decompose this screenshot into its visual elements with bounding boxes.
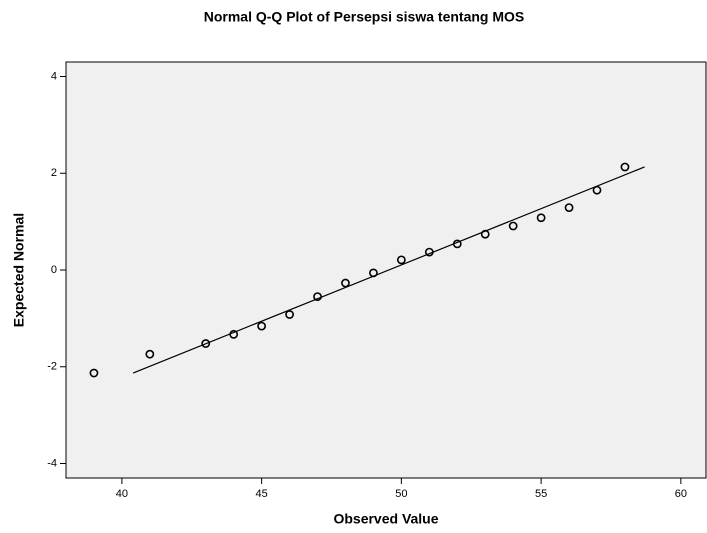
x-tick-label: 55 [535,488,547,500]
point [452,239,462,249]
point [201,339,211,348]
y-tick-label: -2 [47,361,57,373]
point [145,349,155,359]
point [592,185,602,195]
y-axis-label: Expected Normal [11,213,27,327]
point [89,368,99,378]
point [257,321,267,331]
point [424,247,434,257]
point [564,203,574,212]
point [285,310,294,319]
point [536,213,546,223]
point [508,221,518,231]
x-axis-label: Observed Value [333,511,438,527]
point [341,278,350,288]
point [620,162,630,172]
y-tick-label: 2 [51,167,57,179]
y-tick-label: -4 [47,457,57,469]
point [480,229,490,239]
x-tick-label: 60 [675,488,687,500]
point [313,292,322,302]
y-tick-label: 0 [51,264,57,276]
y-tick-label: 4 [51,70,57,82]
x-tick-label: 40 [116,488,128,500]
x-tick-label: 50 [395,488,407,500]
reference-line [132,166,645,374]
point [369,268,378,278]
point [396,255,406,265]
chart-title: Normal Q-Q Plot of Persepsi siswa tentan… [204,9,525,25]
plot-area [65,61,707,479]
x-tick-label: 45 [256,488,268,500]
point [229,329,239,339]
